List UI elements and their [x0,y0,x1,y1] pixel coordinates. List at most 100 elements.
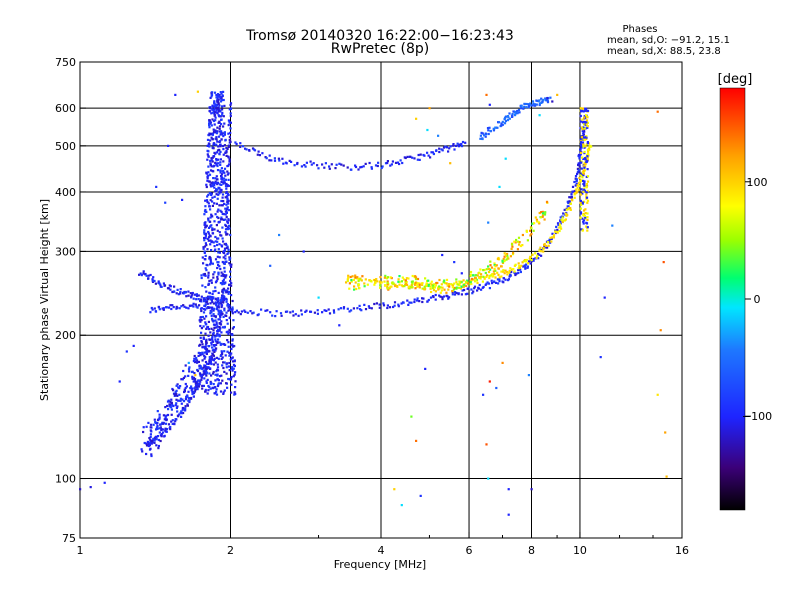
echo-point [229,264,232,267]
echo-point [147,443,150,446]
echo-point [453,282,456,285]
echo-point [219,161,222,164]
echo-point [150,454,153,458]
echo-point [487,282,491,285]
echo-point [211,204,214,207]
echo-point [424,277,427,280]
echo-point [209,225,212,228]
echo-point [219,209,222,212]
echo-point [574,184,577,187]
echo-point [209,235,212,238]
echo-point [586,116,589,119]
echo-point [493,280,496,283]
echo-point [220,274,223,277]
echo-point [209,355,213,359]
echo-point [413,157,416,160]
echo-point [467,287,470,290]
echo-point [221,196,224,199]
echo-point [569,196,573,199]
echo-point [410,301,413,304]
echo-point [407,277,410,280]
x-axis-label: Frequency [MHz] [334,558,426,571]
echo-point [224,354,227,357]
echo-point [227,341,230,344]
echo-point [216,130,219,133]
echo-point [226,247,229,250]
echo-point [187,307,190,310]
echo-point [226,350,229,353]
echo-point [211,335,214,338]
echo-point [228,361,231,365]
echo-point [290,160,293,163]
echo-point [586,216,589,219]
echo-point [205,290,208,293]
echo-point [434,298,437,301]
echo-point [430,280,433,283]
echo-point [429,287,432,290]
echo-point [153,279,156,283]
echo-point [486,281,489,284]
echo-point [665,475,668,478]
echo-point [417,282,420,285]
echo-point [167,144,170,147]
echo-point [145,452,148,456]
echo-point [159,439,162,443]
echo-point [228,331,231,334]
echo-point [212,302,215,305]
echo-point [585,175,588,178]
echo-point [580,136,583,139]
echo-point [580,179,583,182]
echo-point [415,117,418,120]
echo-point [220,216,223,219]
echo-point [186,404,189,407]
echo-point [579,193,582,196]
echo-point [429,156,432,159]
echo-point [463,288,466,292]
echo-point [587,150,590,153]
echo-point [221,94,224,98]
echo-point [364,162,367,165]
echo-point [218,186,221,190]
echo-point [538,102,541,105]
echo-point [228,258,231,261]
echo-point [437,285,441,288]
echo-point [230,294,233,297]
echo-point [200,374,203,377]
echo-point [212,119,215,123]
echo-point [517,111,520,114]
echo-point [510,270,513,273]
echo-point [579,174,582,177]
echo-point [214,281,218,284]
echo-point [179,292,182,295]
echo-point [354,274,357,277]
echo-point [558,229,561,233]
echo-point [323,309,326,312]
echo-point [549,236,552,239]
echo-point [182,400,186,403]
echo-point [216,188,219,191]
echo-point [215,347,218,350]
echo-point [211,301,214,304]
echo-point [495,386,498,390]
echo-point [529,229,532,232]
echo-point [227,124,230,127]
echo-point [535,218,538,221]
echo-point [547,241,550,244]
echo-point [188,370,191,373]
echo-point [528,104,531,107]
echo-point [223,181,226,184]
echo-point [486,274,489,277]
echo-point [580,110,583,113]
echo-point [226,193,230,196]
echo-point [220,331,223,334]
echo-point [506,270,509,274]
echo-point [542,98,545,101]
echo-point [503,259,506,263]
echo-point [224,151,227,154]
echo-point [207,226,211,229]
echo-point [225,372,228,375]
echo-point [220,210,223,213]
echo-point [204,221,207,224]
echo-point [514,273,517,277]
echo-point [205,338,208,341]
